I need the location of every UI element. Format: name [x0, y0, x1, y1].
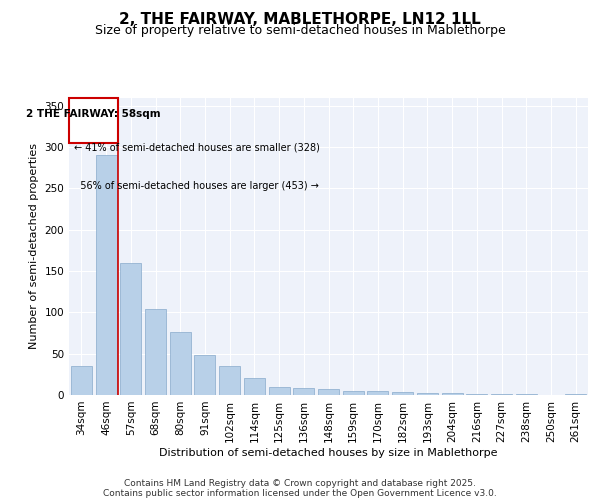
Bar: [244, 378, 265, 395]
Bar: [392, 392, 413, 395]
Bar: [516, 394, 537, 395]
Bar: [120, 263, 141, 395]
Bar: [367, 391, 388, 395]
Bar: [145, 309, 166, 395]
Bar: [170, 332, 191, 395]
Text: Contains HM Land Registry data © Crown copyright and database right 2025.: Contains HM Land Registry data © Crown c…: [124, 478, 476, 488]
Bar: [491, 394, 512, 395]
Bar: [466, 394, 487, 395]
X-axis label: Distribution of semi-detached houses by size in Mablethorpe: Distribution of semi-detached houses by …: [159, 448, 498, 458]
Bar: [318, 389, 339, 395]
Text: 2 THE FAIRWAY: 58sqm: 2 THE FAIRWAY: 58sqm: [26, 110, 161, 120]
Text: 56% of semi-detached houses are larger (453) →: 56% of semi-detached houses are larger (…: [74, 181, 319, 191]
Bar: [565, 394, 586, 395]
Text: Size of property relative to semi-detached houses in Mablethorpe: Size of property relative to semi-detach…: [95, 24, 505, 37]
Bar: [293, 388, 314, 395]
Bar: [442, 394, 463, 395]
Bar: [219, 366, 240, 395]
Bar: [71, 366, 92, 395]
Text: Contains public sector information licensed under the Open Government Licence v3: Contains public sector information licen…: [103, 488, 497, 498]
Bar: [194, 354, 215, 395]
Y-axis label: Number of semi-detached properties: Number of semi-detached properties: [29, 143, 39, 350]
Bar: [343, 391, 364, 395]
Text: 2, THE FAIRWAY, MABLETHORPE, LN12 1LL: 2, THE FAIRWAY, MABLETHORPE, LN12 1LL: [119, 12, 481, 28]
Bar: [269, 386, 290, 395]
Bar: [69, 98, 118, 143]
Bar: [417, 392, 438, 395]
Text: ← 41% of semi-detached houses are smaller (328): ← 41% of semi-detached houses are smalle…: [74, 142, 320, 152]
Bar: [95, 156, 116, 395]
